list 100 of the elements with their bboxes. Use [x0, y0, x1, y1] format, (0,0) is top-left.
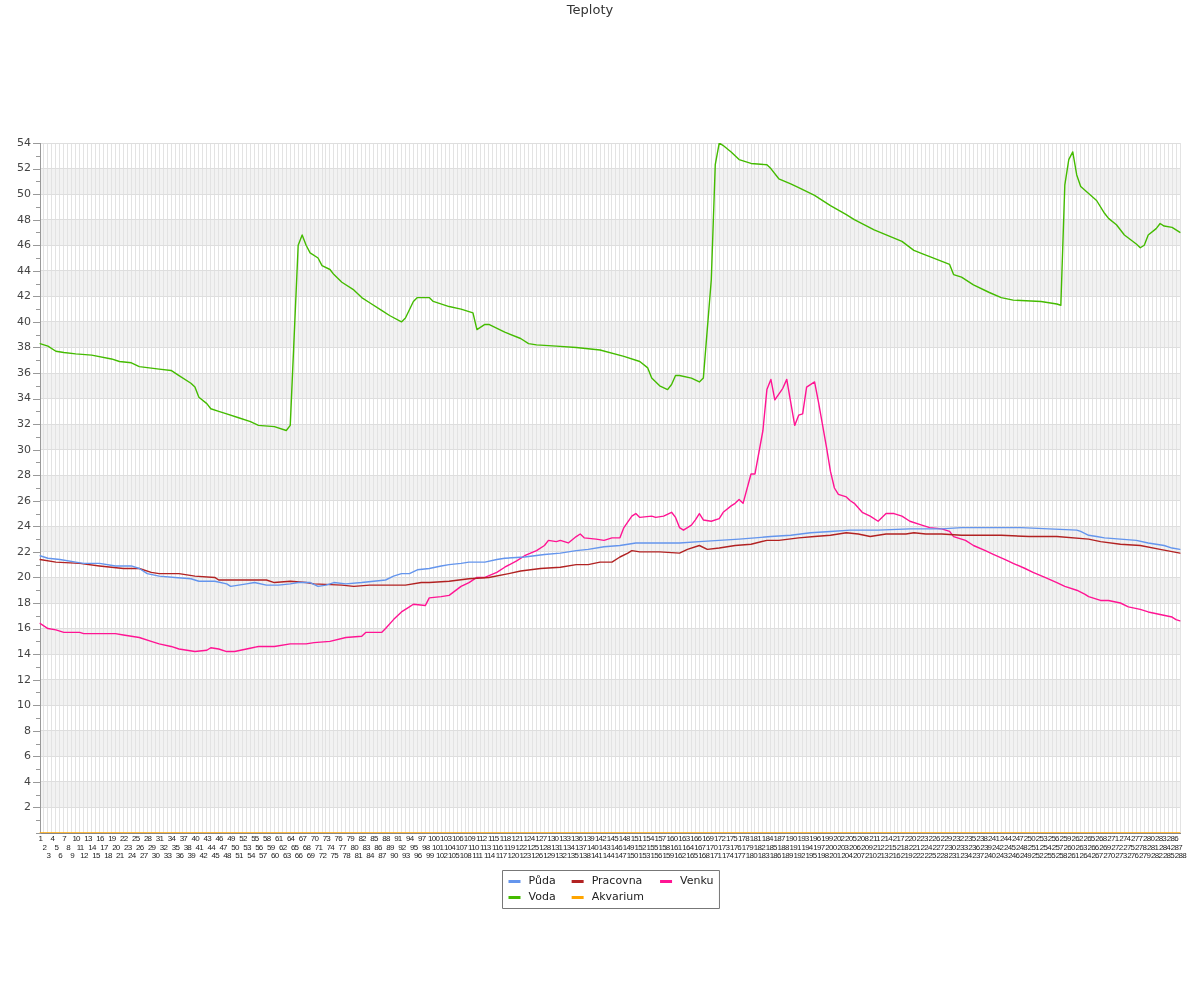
x-tick-label: 153: [638, 851, 651, 861]
x-tick-label: 177: [733, 851, 747, 861]
x-tick-label: 20: [112, 842, 121, 852]
x-tick-label: 102: [435, 851, 449, 861]
x-tick-label: 148: [618, 834, 632, 844]
y-tick-label: 24: [17, 519, 31, 533]
x-tick-label: 15: [92, 851, 101, 861]
x-tick-label: 33: [163, 851, 173, 861]
x-tick-label: 63: [282, 851, 292, 861]
y-tick-label: 50: [17, 186, 31, 200]
x-tick-label: 76: [334, 834, 344, 844]
x-tick-label: 135: [567, 851, 580, 861]
x-tick-label: 9: [70, 851, 76, 861]
x-tick-label: 62: [278, 842, 288, 852]
x-tick-label: 194: [801, 842, 814, 852]
x-tick-label: 75: [330, 851, 340, 861]
x-tick-label: 13: [84, 834, 94, 844]
y-tick-label: 26: [17, 493, 31, 507]
x-tick-label: 110: [468, 842, 480, 852]
x-tick-label: 10: [72, 834, 82, 844]
x-tick-label: 89: [386, 842, 395, 852]
x-tick-label: 94: [406, 834, 415, 844]
x-tick-label: 68: [302, 842, 312, 852]
x-tick-label: 95: [410, 842, 419, 852]
x-tick-label: 65: [290, 842, 300, 852]
y-tick-label: 18: [17, 595, 31, 609]
x-tick-label: 129: [543, 851, 556, 861]
y-tick-label: 28: [17, 468, 31, 482]
x-tick-label: 67: [298, 834, 308, 844]
x-tick-label: 4: [50, 834, 56, 844]
x-tick-label: 251: [1027, 842, 1041, 852]
x-tick-label: 162: [674, 851, 687, 861]
x-tick-label: 284: [1158, 842, 1172, 852]
x-tick-label: 7: [62, 834, 68, 844]
x-tick-label: 174: [721, 851, 735, 861]
x-tick-label: 151: [630, 834, 644, 844]
x-tick-label: 203: [837, 842, 850, 852]
x-tick-label: 92: [398, 842, 407, 852]
x-tick-label: 54: [247, 851, 256, 861]
x-tick-label: 34: [167, 834, 177, 844]
y-tick-label: 12: [17, 672, 31, 686]
x-tick-label: 113: [479, 842, 492, 852]
x-tick-label: 278: [1135, 842, 1148, 852]
x-tick-label: 31: [155, 834, 165, 844]
x-tick-label: 274: [1119, 834, 1132, 844]
x-tick-label: 186: [769, 851, 783, 861]
x-tick-label: 225: [924, 851, 937, 861]
x-tick-label: 64: [286, 834, 296, 844]
x-tick-label: 161: [670, 842, 683, 852]
x-tick-label: 250: [1023, 834, 1037, 844]
y-tick-label: 40: [17, 314, 31, 328]
x-tick-label: 215: [884, 842, 898, 852]
x-tick-label: 143: [598, 842, 612, 852]
y-tick-label: 14: [17, 646, 31, 660]
x-tick-label: 272: [1111, 842, 1124, 852]
x-tick-label: 128: [539, 842, 552, 852]
x-tick-label: 71: [314, 842, 324, 852]
x-tick-label: 242: [992, 842, 1005, 852]
x-tick-label: 35: [171, 842, 181, 852]
x-tick-label: 123: [519, 851, 532, 861]
x-tick-label: 73: [322, 834, 332, 844]
x-tick-label: 131: [551, 842, 564, 852]
x-tick-label: 130: [547, 834, 560, 844]
x-tick-label: 43: [203, 834, 213, 844]
x-tick-label: 41: [195, 842, 205, 852]
x-tick-label: 106: [451, 834, 465, 844]
x-tick-label: 171: [710, 851, 723, 861]
x-tick-label: 185: [765, 842, 779, 852]
x-tick-label: 258: [1055, 851, 1069, 861]
y-tick-label: 8: [24, 723, 31, 737]
x-tick-label: 178: [737, 834, 751, 844]
legend-label: Pracovna: [591, 874, 643, 888]
x-tick-label: 45: [211, 851, 221, 861]
x-tick-label: 205: [845, 834, 858, 844]
x-tick-label: 190: [785, 834, 798, 844]
x-tick-label: 86: [374, 842, 383, 852]
x-tick-label: 267: [1091, 851, 1104, 861]
x-tick-label: 36: [175, 851, 185, 861]
x-tick-label: 233: [956, 842, 969, 852]
x-tick-label: 56: [255, 842, 264, 852]
x-tick-label: 244: [1000, 834, 1013, 844]
x-tick-label: 25: [131, 834, 141, 844]
x-tick-label: 122: [515, 842, 528, 852]
x-tick-label: 144: [602, 851, 616, 861]
x-tick-label: 97: [417, 834, 427, 844]
x-tick-label: 204: [841, 851, 854, 861]
x-tick-label: 193: [797, 834, 810, 844]
y-tick-label: 4: [24, 774, 31, 788]
x-tick-label: 17: [100, 842, 109, 852]
x-tick-label: 134: [563, 842, 576, 852]
x-tick-label: 28: [143, 834, 153, 844]
x-tick-label: 47: [219, 842, 229, 852]
x-tick-label: 240: [984, 851, 997, 861]
x-tick-label: 201: [829, 851, 842, 861]
y-tick-label: 44: [17, 263, 31, 277]
x-tick-label: 241: [988, 834, 1001, 844]
x-tick-label: 199: [821, 834, 834, 844]
x-tick-label: 133: [559, 834, 572, 844]
legend-label: Voda: [528, 890, 556, 904]
x-tick-label: 18: [104, 851, 113, 861]
